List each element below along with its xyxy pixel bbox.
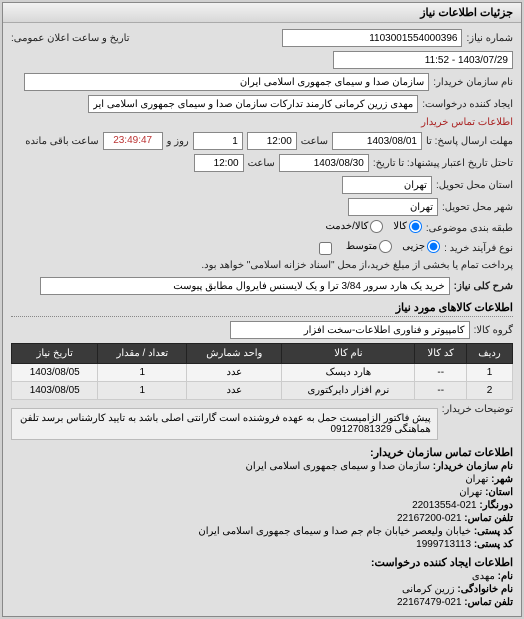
- pkg-radio-group: کالا کالا/خدمت: [315, 220, 421, 236]
- contact-requester-title: اطلاعات ایجاد کننده درخواست:: [11, 556, 513, 569]
- table-cell: عدد: [187, 382, 282, 400]
- remain-days-input: [193, 132, 243, 150]
- city-input[interactable]: [348, 198, 438, 216]
- pubdt-input[interactable]: [333, 51, 513, 69]
- keytitle-label: شرح کلی نیاز:: [454, 281, 513, 292]
- form-area: شماره نیاز: تاریخ و ساعت اعلان عمومی: نا…: [3, 23, 521, 616]
- table-header: واحد شمارش: [187, 344, 282, 364]
- radio-label: متوسط: [346, 241, 377, 252]
- remain-suffix: ساعت باقی مانده: [25, 136, 98, 147]
- table-cell: هارد دیسک: [282, 364, 415, 382]
- buyer-contact-link[interactable]: اطلاعات تماس خریدار: [421, 117, 513, 128]
- buyernotes-box: پیش فاکتور الزامیست حمل به عهده فروشنده …: [11, 408, 438, 440]
- table-cell: نرم افزار دایرکتوری: [282, 382, 415, 400]
- credit-label: تاحتل تاریخ اعتبار پیشنهاد: تا تاریخ:: [373, 158, 513, 169]
- requester-input[interactable]: [88, 95, 418, 113]
- radio-input[interactable]: [379, 240, 392, 253]
- treasury-checkbox[interactable]: [319, 242, 332, 255]
- buy-radio-group: جزیی متوسط: [336, 240, 440, 256]
- goodsgroup-input[interactable]: [230, 321, 470, 339]
- table-cell: --: [415, 382, 467, 400]
- city-line: شهر: تهران: [11, 474, 513, 485]
- radio-input[interactable]: [409, 220, 422, 233]
- remain-clock: 23:49:47: [103, 132, 163, 150]
- radio-کالا/خدمت[interactable]: کالا/خدمت: [325, 220, 383, 233]
- deadline-date-input[interactable]: [332, 132, 422, 150]
- city-label: شهر محل تحویل:: [442, 202, 513, 213]
- radio-label: کالا/خدمت: [325, 221, 368, 232]
- radio-input[interactable]: [370, 220, 383, 233]
- postal-line: کد پستی: 1999713113: [11, 539, 513, 550]
- org-line: نام سازمان خریدار: سازمان صدا و سیمای جم…: [11, 461, 513, 472]
- table-header: تعداد / مقدار: [98, 344, 187, 364]
- credit-date-input[interactable]: [279, 154, 369, 172]
- table-cell: 1: [467, 364, 513, 382]
- credit-time-input[interactable]: [194, 154, 244, 172]
- contact-buyer-title: اطلاعات تماس سازمان خریدار:: [11, 446, 513, 459]
- deadline-time-label: ساعت: [301, 136, 328, 147]
- province-line: استان: تهران: [11, 487, 513, 498]
- addr-line: کد پستی: خیابان ولیعصر خیابان جام جم صدا…: [11, 526, 513, 537]
- requester-label: ایجاد کننده درخواست:: [422, 99, 513, 110]
- buytype-label: نوع فرآیند خرید :: [444, 243, 513, 254]
- pkg-label: طبقه بندی موضوعی:: [426, 223, 513, 234]
- radio-input[interactable]: [427, 240, 440, 253]
- table-cell: 1: [98, 382, 187, 400]
- table-header: کد کالا: [415, 344, 467, 364]
- req-family-line: نام خانوادگی: زرین کرمانی: [11, 584, 513, 595]
- table-cell: عدد: [187, 364, 282, 382]
- radio-label: کالا: [393, 221, 407, 232]
- phone-line: تلفن تماس: 021-22167200: [11, 513, 513, 524]
- req-name-line: نام: مهدی: [11, 571, 513, 582]
- pubdt-label: تاریخ و ساعت اعلان عمومی:: [11, 33, 130, 44]
- radio-متوسط[interactable]: متوسط: [346, 240, 392, 253]
- goodsgroup-label: گروه کالا:: [474, 325, 513, 336]
- buyer-name-label: نام سازمان خریدار:: [433, 77, 513, 88]
- table-cell: 1403/08/05: [12, 382, 98, 400]
- table-row[interactable]: 2--نرم افزار دایرکتوریعدد11403/08/05: [12, 382, 513, 400]
- need-details-panel: جزئیات اطلاعات نیاز شماره نیاز: تاریخ و …: [2, 2, 522, 617]
- buy-note: پرداخت تمام یا بخشی از مبلغ خرید،از محل …: [201, 260, 513, 271]
- table-header: نام کالا: [282, 344, 415, 364]
- table-header-row: ردیفکد کالانام کالاواحد شمارشتعداد / مقد…: [12, 344, 513, 364]
- deadline-time-input[interactable]: [247, 132, 297, 150]
- table-header: تاریخ نیاز: [12, 344, 98, 364]
- goods-table: ردیفکد کالانام کالاواحد شمارشتعداد / مقد…: [11, 343, 513, 400]
- deadline-label: مهلت ارسال پاسخ: تا: [426, 136, 513, 147]
- credit-time-label: ساعت: [248, 158, 275, 169]
- table-header: ردیف: [467, 344, 513, 364]
- table-cell: 2: [467, 382, 513, 400]
- province-label: استان محل تحویل:: [436, 180, 513, 191]
- req-no-label: شماره نیاز:: [466, 33, 513, 44]
- province-input[interactable]: [342, 176, 432, 194]
- keytitle-input[interactable]: [40, 277, 450, 295]
- panel-title: جزئیات اطلاعات نیاز: [3, 3, 521, 23]
- table-cell: 1: [98, 364, 187, 382]
- table-cell: --: [415, 364, 467, 382]
- radio-label: جزیی: [402, 241, 425, 252]
- req-no-input[interactable]: [282, 29, 462, 47]
- table-cell: 1403/08/05: [12, 364, 98, 382]
- req-phone-line: تلفن تماس: 021-22167479: [11, 597, 513, 608]
- buyer-name-input[interactable]: [24, 73, 429, 91]
- buyernotes-label: توضیحات خریدار:: [442, 404, 513, 415]
- fax-line: دورنگار: 021-22013554: [11, 500, 513, 511]
- radio-جزیی[interactable]: جزیی: [402, 240, 440, 253]
- goods-info-title: اطلاعات کالاهای مورد نیاز: [11, 301, 513, 317]
- remain-days-label: روز و: [167, 136, 189, 147]
- table-row[interactable]: 1--هارد دیسکعدد11403/08/05: [12, 364, 513, 382]
- radio-کالا[interactable]: کالا: [393, 220, 422, 233]
